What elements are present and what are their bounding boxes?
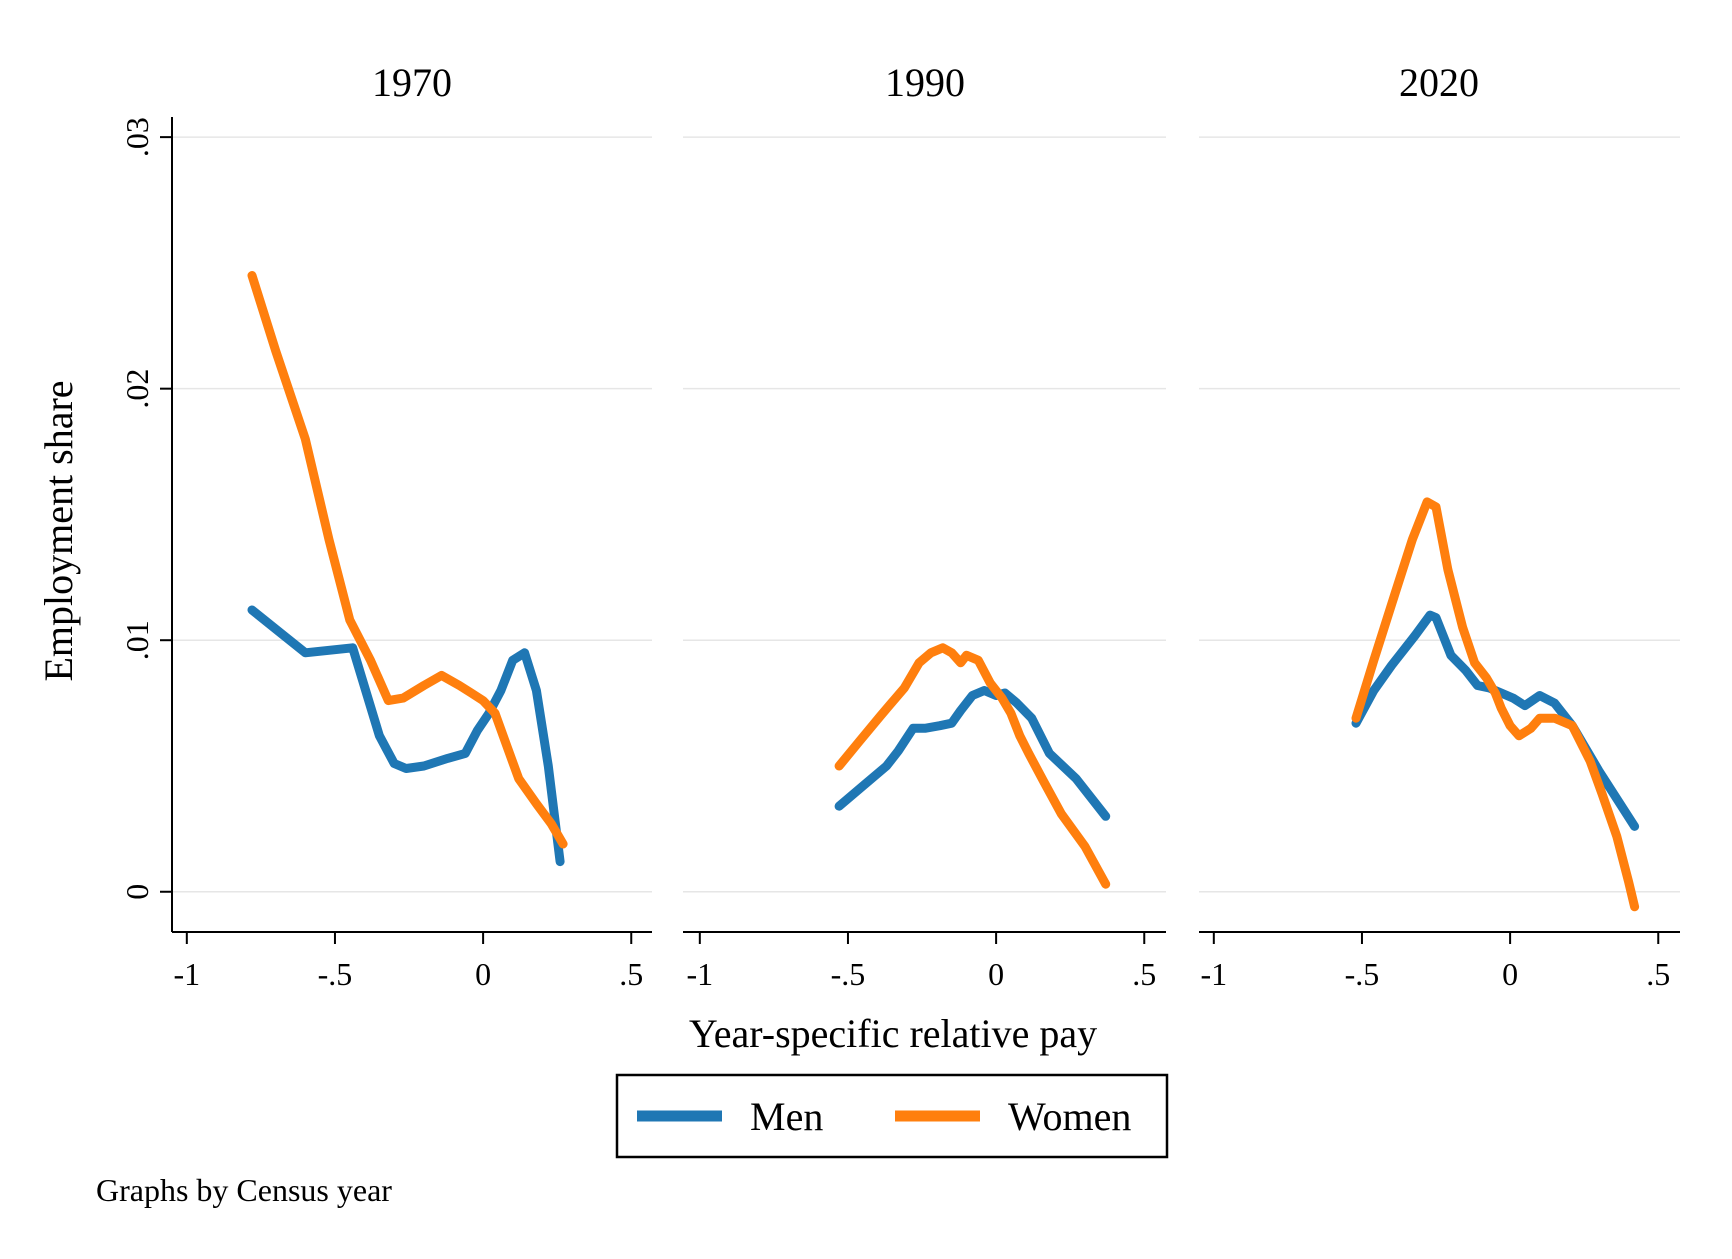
y-tick-label: 0 [119,884,155,900]
y-tick-label: .02 [119,369,155,409]
panel-title: 1990 [885,60,965,105]
x-tick-label: .5 [619,956,643,992]
x-tick-label: 0 [475,956,491,992]
x-tick-label: 0 [1502,956,1518,992]
x-tick-label: -1 [686,956,713,992]
x-tick-label: -.5 [1345,956,1380,992]
y-tick-label: .03 [119,117,155,157]
x-tick-label: -.5 [831,956,866,992]
panel-title: 2020 [1399,60,1479,105]
series-line-men [247,605,565,867]
panel-2020: 2020 -1 -.5 0 .5 [1199,60,1680,992]
x-tick-label: .5 [1646,956,1670,992]
legend: Men Women [615,1073,1169,1159]
legend-label-men: Men [750,1094,823,1139]
x-axis-title: Year-specific relative pay [689,1011,1097,1056]
panels: 1970 -1 -.5 0 .5 0 .01 .02 .03 1990 -1 -.5 0 .5 2020 -1… [119,60,1680,992]
panel-1990: 1990 -1 -.5 0 .5 [683,60,1166,992]
series-line-women [834,643,1111,889]
panel-title: 1970 [372,60,452,105]
series-line-women [247,271,568,849]
y-axis-title: Employment share [36,380,81,681]
series-line-men [1351,610,1640,831]
graphs-note: Graphs by Census year [96,1172,392,1208]
x-tick-label: -1 [1200,956,1227,992]
y-tick-label: .01 [119,620,155,660]
x-tick-label: .5 [1132,956,1156,992]
panel-1970: 1970 -1 -.5 0 .5 0 .01 .02 .03 [119,60,652,992]
x-tick-label: -1 [173,956,200,992]
series-line-men [834,686,1111,821]
legend-label-women: Women [1008,1094,1131,1139]
x-tick-label: 0 [988,956,1004,992]
series-line-women [1351,497,1640,912]
x-tick-label: -.5 [318,956,353,992]
